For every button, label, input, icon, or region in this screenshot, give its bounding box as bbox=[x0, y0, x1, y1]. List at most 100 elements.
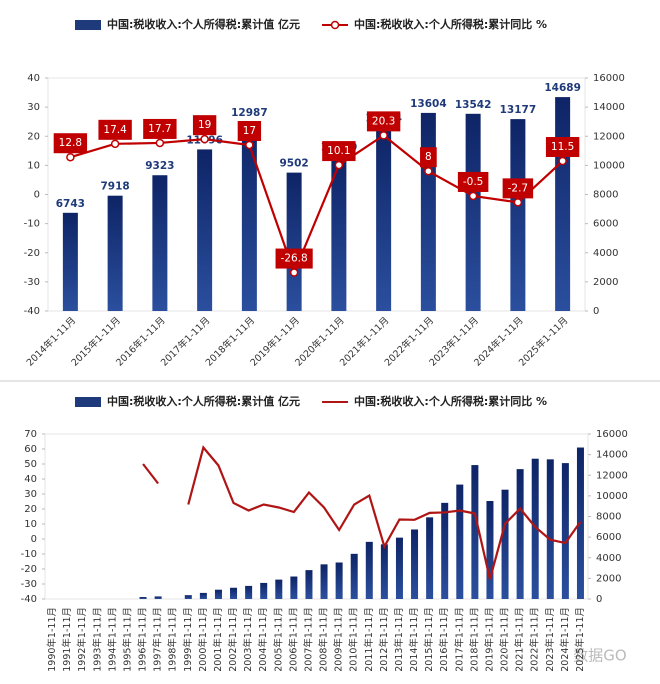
y2-tick-label: 10000 bbox=[596, 491, 628, 502]
bar bbox=[546, 459, 554, 599]
line-marker bbox=[379, 131, 388, 140]
line-value-label-group: 17.4 bbox=[98, 119, 132, 140]
x-tick-label: 2007年1-11月 bbox=[302, 607, 314, 672]
bar bbox=[376, 127, 392, 311]
line-value-label-group: 19 bbox=[192, 115, 217, 136]
bar bbox=[555, 97, 571, 312]
line-marker bbox=[110, 139, 120, 149]
y2-tick-label: 2000 bbox=[596, 573, 621, 584]
x-tick-label: 1999年1-11月 bbox=[182, 607, 194, 672]
y-tick-label: -10 bbox=[21, 549, 37, 560]
line-value-label: 19 bbox=[198, 119, 211, 131]
line-value-label-group: 11.5 bbox=[545, 137, 580, 158]
line-value-label-group: -0.5 bbox=[457, 171, 489, 192]
bar bbox=[411, 529, 419, 599]
line-value-label: 8 bbox=[425, 151, 432, 163]
line bbox=[142, 463, 159, 485]
bar bbox=[241, 121, 257, 311]
y-tick-label: -20 bbox=[21, 564, 37, 575]
legend-label: 中国:税收收入:个人所得税:累计值 亿元 bbox=[107, 394, 300, 408]
line-marker bbox=[468, 191, 478, 201]
x-tick-label: 2015年1-11月 bbox=[423, 607, 435, 672]
bar bbox=[290, 576, 298, 599]
line-value-label-box bbox=[98, 119, 132, 140]
bar bbox=[260, 582, 268, 599]
x-tick-label: 1996年1-11月 bbox=[137, 607, 149, 672]
y2-tick-label: 14000 bbox=[593, 102, 625, 113]
x-tick-label: 1994年1-11月 bbox=[106, 607, 118, 672]
line-value-label: 12.8 bbox=[59, 137, 82, 149]
legend-swatch bbox=[75, 397, 101, 407]
line-value-label-box bbox=[322, 141, 356, 162]
legend-label: 中国:税收收入:个人所得税:累计同比 % bbox=[354, 394, 547, 408]
line-value-label-group: 20.3 bbox=[366, 111, 401, 132]
y-tick-label: 50 bbox=[24, 459, 37, 470]
bar bbox=[305, 570, 313, 599]
bar bbox=[152, 175, 168, 311]
x-tick-label: 2008年1-11月 bbox=[318, 607, 330, 672]
bar-value-label: 13542 bbox=[455, 99, 492, 111]
line-marker bbox=[513, 198, 523, 207]
y-tick-label: -40 bbox=[21, 594, 37, 605]
y2-tick-label: 14000 bbox=[596, 450, 628, 461]
line-value-label-box bbox=[237, 120, 262, 141]
line-marker bbox=[66, 152, 75, 162]
x-tick-label: 1990年1-11月 bbox=[46, 607, 58, 672]
bar bbox=[139, 597, 147, 599]
x-tick-label: 1992年1-11月 bbox=[76, 607, 88, 672]
y-tick-label: 10 bbox=[24, 519, 37, 530]
legend-marker bbox=[330, 20, 340, 30]
line-marker bbox=[424, 166, 433, 176]
bar bbox=[184, 595, 192, 599]
y-tick-label: 40 bbox=[27, 73, 40, 84]
bar-value-label: 13177 bbox=[500, 104, 537, 116]
line-value-label: 20.3 bbox=[372, 115, 395, 127]
line-value-label-box bbox=[420, 147, 437, 168]
y2-tick-label: 16000 bbox=[593, 73, 625, 84]
x-tick-label: 2012年1-11月 bbox=[378, 607, 390, 672]
x-tick-label: 2013年1-11月 bbox=[393, 607, 405, 672]
x-tick-label: 2016年1-11月 bbox=[438, 607, 450, 672]
bar-value-label: 9323 bbox=[145, 160, 174, 172]
y2-tick-label: 2000 bbox=[593, 277, 618, 288]
line-value-label-box bbox=[53, 133, 88, 154]
x-tick-label: 1995年1-11月 bbox=[121, 607, 133, 672]
x-tick-label: 2004年1-11月 bbox=[257, 607, 269, 672]
line-marker bbox=[155, 138, 165, 148]
x-tick-label: 1998年1-11月 bbox=[167, 607, 179, 672]
y2-tick-label: 4000 bbox=[593, 248, 618, 259]
y-tick-label: -10 bbox=[24, 219, 40, 230]
bar bbox=[154, 596, 162, 599]
bar bbox=[510, 119, 526, 311]
line-marker bbox=[200, 134, 209, 144]
bar bbox=[199, 592, 207, 599]
x-tick-label: 2010年1-11月 bbox=[348, 607, 360, 672]
bar-value-label: 6743 bbox=[56, 198, 85, 210]
line-value-label-box bbox=[192, 115, 217, 136]
y2-tick-label: 10000 bbox=[593, 160, 625, 171]
y-tick-label: 10 bbox=[27, 160, 40, 171]
bar bbox=[420, 112, 436, 311]
x-tick-label: 2020年1-11月 bbox=[499, 607, 511, 672]
x-tick-label: 2000年1-11月 bbox=[197, 607, 209, 672]
x-tick-label: 2017年1-11月 bbox=[453, 607, 465, 672]
y2-tick-label: 12000 bbox=[593, 131, 625, 142]
line-value-label-box bbox=[545, 137, 580, 158]
bar bbox=[230, 587, 238, 599]
y2-tick-label: 0 bbox=[593, 306, 599, 317]
bar bbox=[561, 463, 569, 599]
bar bbox=[395, 537, 403, 599]
y-tick-label: 20 bbox=[24, 504, 37, 515]
x-tick-label: 1991年1-11月 bbox=[61, 607, 73, 672]
bar bbox=[350, 553, 358, 599]
bar-value-label: 7918 bbox=[101, 181, 130, 193]
line-value-label: 11.5 bbox=[551, 141, 574, 153]
x-tick-label: 2009年1-11月 bbox=[333, 607, 345, 672]
x-tick-label: 2003年1-11月 bbox=[242, 607, 254, 672]
y2-tick-label: 6000 bbox=[593, 219, 618, 230]
x-tick-label: 2006年1-11月 bbox=[287, 607, 299, 672]
y-tick-label: 40 bbox=[24, 474, 37, 485]
line-value-label-group: -2.7 bbox=[502, 178, 534, 199]
